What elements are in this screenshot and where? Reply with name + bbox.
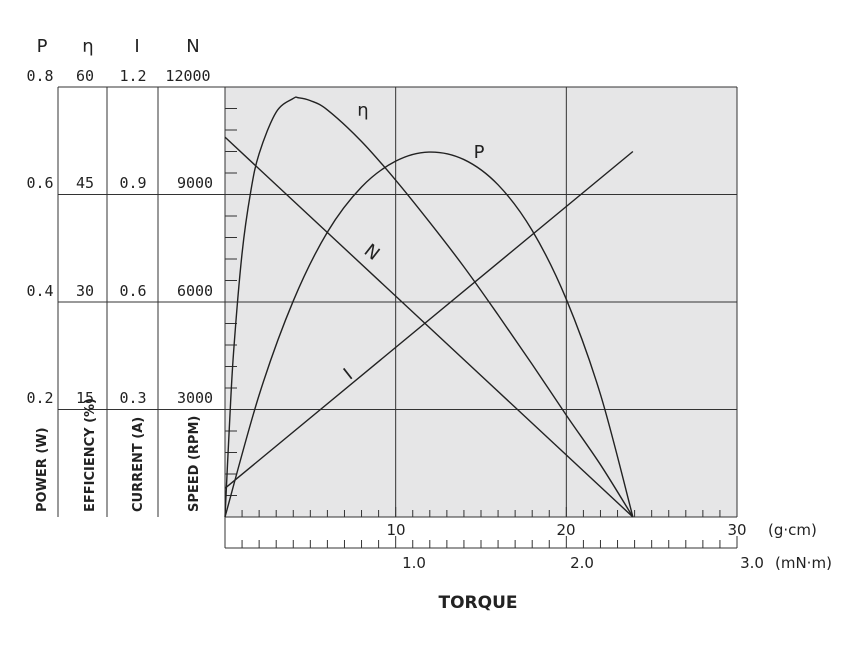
- speed-tick-label: 6000: [177, 282, 213, 300]
- x-tick-label-mnm: 2.0: [570, 554, 594, 572]
- current-tick-label: 0.9: [119, 174, 146, 192]
- x-tick-label-gcm: 20: [556, 521, 575, 539]
- speed-curve: [224, 136, 634, 518]
- power-tick-label: 0.6: [26, 174, 53, 192]
- speed-tick-label: 3000: [177, 389, 213, 407]
- x-tick-label-gcm: 30: [727, 521, 746, 539]
- power-tick-label: 0.4: [26, 282, 53, 300]
- power-tick-label: 0.2: [26, 389, 53, 407]
- current-tick-label: 0.3: [119, 389, 146, 407]
- efficiency-tick-label: 45: [76, 174, 94, 192]
- efficiency-axis-symbol: η: [82, 36, 93, 57]
- x-tick-label-mnm: 3.0: [740, 554, 764, 572]
- x-unit-gcm: (g·cm): [768, 521, 817, 539]
- power-axis-symbol: P: [37, 36, 48, 57]
- efficiency-axis-label: EFFICIENCY (%): [83, 398, 98, 512]
- current-curve: [224, 150, 634, 489]
- power-tick-label: 0.8: [26, 67, 53, 85]
- efficiency-tick-label: 15: [76, 389, 94, 407]
- speed-tick-label: 9000: [177, 174, 213, 192]
- x-axis-title: TORQUE: [438, 593, 517, 613]
- current-axis-label: CURRENT (A): [131, 417, 146, 512]
- current-tick-label: 1.2: [119, 67, 146, 85]
- grid-lines: [57, 86, 738, 549]
- efficiency-curve: [224, 96, 634, 518]
- power-curve-label: P: [474, 142, 485, 163]
- current-tick-label: 0.6: [119, 282, 146, 300]
- speed-axis-symbol: N: [186, 36, 199, 57]
- x-unit-mnm: (mN·m): [775, 554, 832, 572]
- power-axis-label: POWER (W): [35, 427, 50, 512]
- power-curve: [224, 151, 634, 518]
- current-axis-symbol: I: [134, 36, 139, 57]
- efficiency-tick-label: 60: [76, 67, 94, 85]
- x-tick-label-gcm: 10: [386, 521, 405, 539]
- efficiency-tick-label: 30: [76, 282, 94, 300]
- efficiency-curve-label: η: [357, 100, 368, 121]
- x-tick-label-mnm: 1.0: [402, 554, 426, 572]
- x-minor-ticks: [241, 507, 738, 548]
- speed-tick-label: 12000: [165, 67, 210, 85]
- speed-axis-label: SPEED (RPM): [187, 416, 202, 512]
